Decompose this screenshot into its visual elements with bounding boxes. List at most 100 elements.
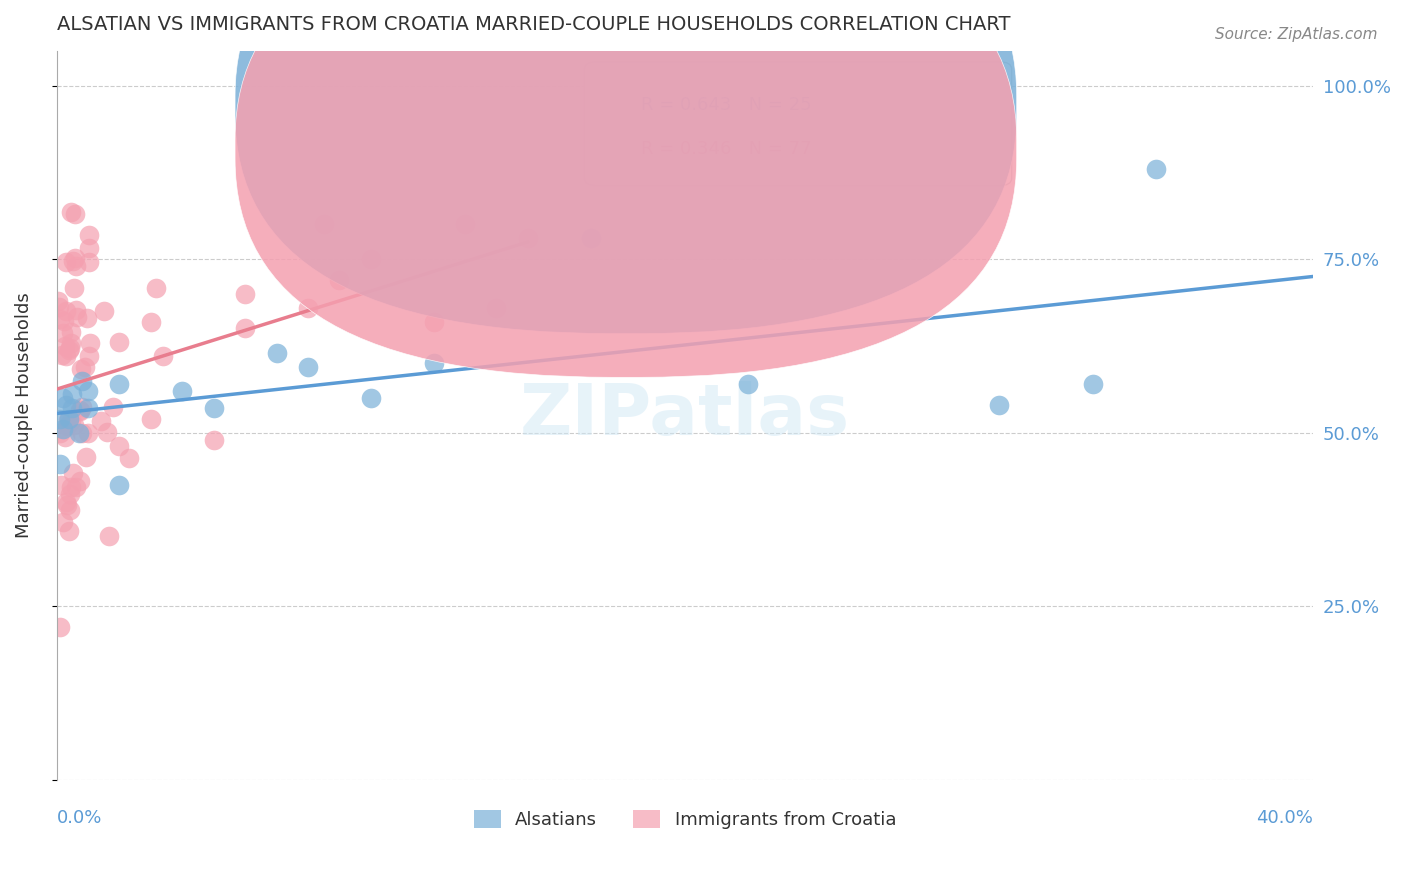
- Point: [79, 241, 101, 255]
- Point: [56, 413, 79, 427]
- Point: [101, 400, 124, 414]
- Point: [139, 314, 162, 328]
- Point: [172, 384, 194, 398]
- Point: [62, 253, 84, 268]
- Point: [66, 310, 89, 324]
- Text: 40.0%: 40.0%: [1257, 809, 1313, 828]
- Point: [63, 417, 86, 432]
- Point: [55, 255, 77, 269]
- Y-axis label: Married-couple Households: Married-couple Households: [15, 293, 32, 538]
- Text: R = 0.643   N = 25: R = 0.643 N = 25: [641, 96, 811, 114]
- Point: [202, 433, 225, 447]
- Point: [77, 384, 100, 398]
- Text: 0.0%: 0.0%: [56, 809, 103, 828]
- Point: [60, 325, 83, 339]
- Point: [48, 620, 70, 634]
- Point: [63, 251, 86, 265]
- Point: [59, 336, 82, 351]
- Point: [59, 480, 82, 494]
- Point: [62, 281, 84, 295]
- Point: [1144, 161, 1167, 176]
- Point: [579, 231, 602, 245]
- Point: [69, 474, 91, 488]
- Point: [56, 419, 79, 434]
- Point: [55, 304, 77, 318]
- Point: [58, 343, 80, 357]
- Point: [70, 374, 93, 388]
- Point: [108, 477, 131, 491]
- Point: [77, 425, 100, 440]
- Point: [145, 280, 167, 294]
- Point: [422, 314, 444, 328]
- FancyBboxPatch shape: [235, 0, 1017, 377]
- Point: [77, 227, 100, 242]
- Point: [202, 401, 225, 416]
- Text: ALSATIAN VS IMMIGRANTS FROM CROATIA MARRIED-COUPLE HOUSEHOLDS CORRELATION CHART: ALSATIAN VS IMMIGRANTS FROM CROATIA MARR…: [56, 15, 1010, 34]
- Point: [98, 529, 121, 543]
- Point: [65, 259, 87, 273]
- Text: ZIPatlas: ZIPatlas: [520, 381, 851, 450]
- Point: [51, 348, 73, 362]
- Point: [51, 478, 73, 492]
- Point: [52, 516, 75, 530]
- Point: [52, 422, 75, 436]
- Point: [139, 411, 162, 425]
- Point: [60, 387, 83, 401]
- Point: [108, 376, 131, 391]
- Point: [108, 440, 131, 454]
- Point: [152, 349, 174, 363]
- Point: [48, 457, 70, 471]
- Point: [65, 480, 87, 494]
- Point: [360, 252, 382, 266]
- Point: [422, 356, 444, 370]
- Point: [62, 467, 84, 481]
- Point: [48, 312, 70, 326]
- Text: Source: ZipAtlas.com: Source: ZipAtlas.com: [1215, 27, 1378, 42]
- Point: [59, 205, 82, 219]
- Point: [60, 401, 83, 416]
- Point: [75, 359, 97, 374]
- FancyBboxPatch shape: [235, 0, 1017, 334]
- Point: [90, 414, 112, 428]
- Point: [233, 286, 256, 301]
- Point: [77, 401, 100, 416]
- Point: [297, 359, 319, 374]
- Point: [233, 321, 256, 335]
- Point: [266, 345, 288, 359]
- Point: [69, 404, 91, 418]
- Point: [79, 335, 101, 350]
- Point: [59, 487, 82, 501]
- Point: [58, 524, 80, 539]
- Point: [485, 301, 508, 315]
- Point: [55, 398, 77, 412]
- Point: [93, 304, 115, 318]
- Point: [59, 414, 82, 428]
- Point: [56, 499, 79, 513]
- Point: [70, 362, 93, 376]
- Point: [55, 350, 77, 364]
- Text: R = 0.346   N = 77: R = 0.346 N = 77: [641, 140, 811, 158]
- Point: [988, 398, 1011, 412]
- Point: [516, 231, 538, 245]
- Point: [77, 349, 100, 363]
- Point: [108, 335, 131, 350]
- Point: [53, 338, 76, 352]
- Point: [70, 400, 93, 414]
- Point: [65, 302, 87, 317]
- Point: [52, 391, 75, 405]
- Point: [118, 451, 141, 466]
- Point: [59, 502, 82, 516]
- Point: [52, 314, 75, 328]
- Point: [297, 301, 319, 315]
- Point: [360, 391, 382, 405]
- Point: [52, 326, 75, 340]
- Point: [454, 218, 477, 232]
- Point: [75, 450, 97, 465]
- Point: [53, 430, 76, 444]
- Point: [1083, 376, 1105, 391]
- Point: [46, 293, 69, 308]
- Point: [312, 218, 335, 232]
- Point: [328, 273, 350, 287]
- Point: [63, 207, 86, 221]
- Point: [58, 411, 80, 425]
